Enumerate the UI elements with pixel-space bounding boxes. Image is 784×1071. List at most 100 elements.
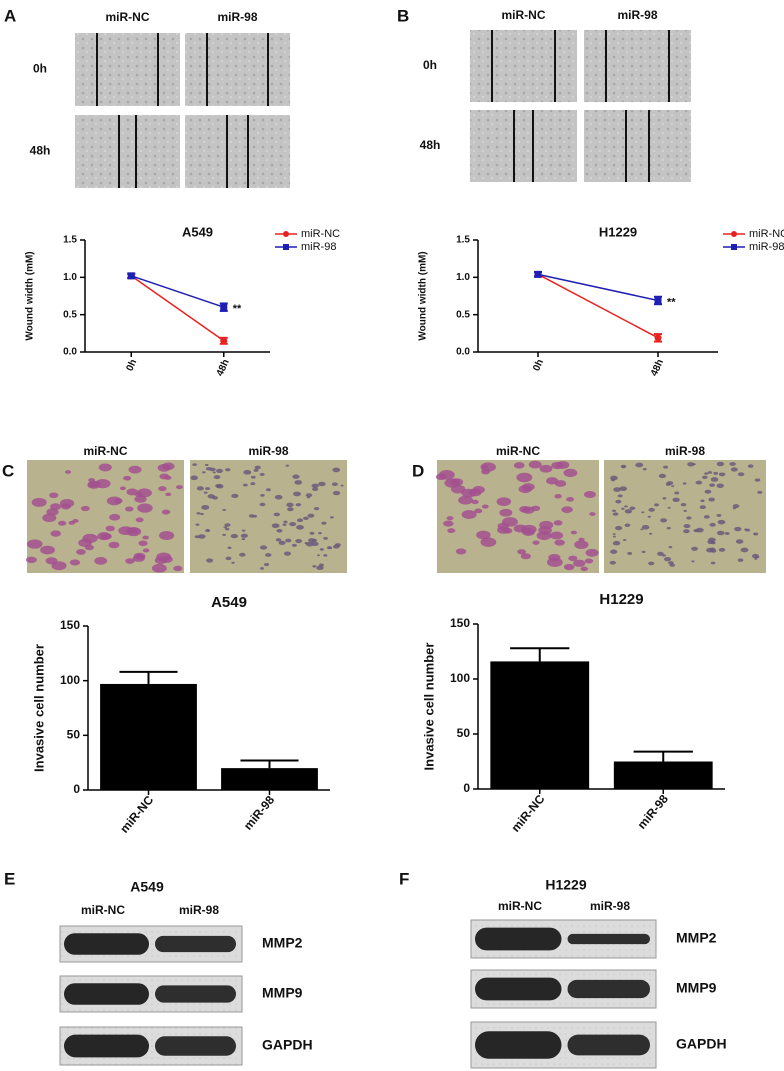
cell xyxy=(680,502,687,507)
cell xyxy=(248,514,255,518)
cell xyxy=(627,551,633,555)
cell xyxy=(206,558,214,563)
cell xyxy=(612,540,621,546)
band xyxy=(567,933,650,945)
cell xyxy=(260,494,265,497)
group-label: miR-NC xyxy=(496,444,540,458)
cell xyxy=(271,523,280,529)
y-tick-label: 100 xyxy=(450,671,470,685)
band xyxy=(155,1036,236,1056)
group-label: miR-NC xyxy=(498,899,542,913)
cell xyxy=(615,525,623,531)
cell xyxy=(118,526,133,535)
legend-marker xyxy=(283,231,289,237)
cell xyxy=(318,532,322,535)
cell xyxy=(613,487,621,492)
legend-marker xyxy=(283,244,289,250)
cell xyxy=(520,553,531,560)
cell xyxy=(683,509,687,512)
cell xyxy=(553,520,563,526)
point xyxy=(220,303,228,311)
cell xyxy=(446,516,454,521)
micrograph xyxy=(584,110,691,182)
cell xyxy=(231,493,239,499)
bar xyxy=(100,683,197,790)
cell xyxy=(265,553,272,557)
cell xyxy=(621,507,625,510)
cell xyxy=(239,552,246,557)
cell xyxy=(164,475,172,480)
cell xyxy=(58,520,67,526)
cell xyxy=(285,464,290,467)
cell xyxy=(691,560,695,563)
line xyxy=(131,275,224,308)
cell xyxy=(640,528,644,531)
cell xyxy=(215,468,224,473)
cell xyxy=(707,471,713,474)
cell xyxy=(134,492,143,497)
y-axis-label: Invasive cell number xyxy=(31,644,46,772)
y-axis-label: Invasive cell number xyxy=(421,643,436,771)
cell xyxy=(666,526,671,530)
error-bar xyxy=(240,759,299,769)
cell xyxy=(621,466,626,469)
cell xyxy=(98,463,112,472)
micrograph xyxy=(75,115,180,188)
y-tick-label: 150 xyxy=(60,618,80,632)
cell xyxy=(732,507,736,510)
cell xyxy=(134,495,147,503)
cell xyxy=(610,475,618,481)
cell xyxy=(119,486,126,491)
cell xyxy=(568,555,578,562)
point xyxy=(127,272,135,280)
group-label: miR-NC xyxy=(106,10,150,24)
cell xyxy=(313,506,320,511)
cell xyxy=(737,558,744,562)
cell xyxy=(709,522,716,527)
cell xyxy=(326,546,332,550)
cell xyxy=(574,540,589,549)
micrograph xyxy=(185,115,290,188)
cell xyxy=(293,491,301,497)
cell xyxy=(647,515,651,518)
group-label: miR-98 xyxy=(590,899,630,913)
bar xyxy=(490,661,590,789)
band xyxy=(567,979,650,999)
cell xyxy=(157,464,171,472)
cell xyxy=(296,525,304,530)
panel-letter: E xyxy=(4,869,15,888)
legend-label: miR-98 xyxy=(749,241,784,253)
cell xyxy=(311,541,319,547)
legend-label: miR-NC xyxy=(301,228,340,240)
cell xyxy=(610,549,618,554)
group-label: miR-NC xyxy=(81,903,125,917)
cell xyxy=(539,464,553,473)
cell xyxy=(716,530,725,536)
cell xyxy=(563,468,578,478)
legend-marker xyxy=(731,244,737,250)
cell xyxy=(50,503,62,510)
cell xyxy=(584,490,596,499)
cell xyxy=(687,462,695,467)
cell xyxy=(161,509,171,515)
cell xyxy=(710,549,717,553)
cell xyxy=(480,537,497,547)
cell xyxy=(521,528,536,536)
group-label: miR-NC xyxy=(502,8,546,22)
cell xyxy=(481,468,491,475)
cell xyxy=(666,481,674,486)
cell xyxy=(49,492,59,499)
blot-title: H1229 xyxy=(545,877,586,893)
cell xyxy=(609,560,616,565)
cell xyxy=(716,483,724,488)
panel-letter: D xyxy=(412,461,424,480)
cell xyxy=(275,538,282,542)
y-tick-label: 0.0 xyxy=(456,347,470,358)
cell xyxy=(700,499,705,503)
cell xyxy=(629,506,636,510)
cell xyxy=(165,492,172,497)
cell xyxy=(612,533,616,536)
cell xyxy=(203,491,208,494)
cell xyxy=(94,557,108,565)
